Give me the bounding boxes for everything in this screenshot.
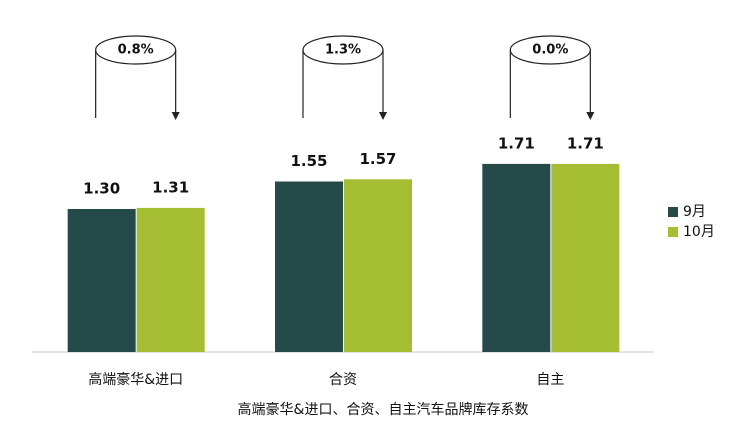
legend-label: 10月	[683, 224, 715, 240]
x-tick-label: 高端豪华&进口	[88, 371, 183, 388]
annotation-label: 1.3%	[325, 43, 361, 58]
x-axis-title: 高端豪华&进口、合资、自主汽车品牌库存系数	[238, 401, 529, 418]
annotation-arrowhead	[379, 112, 387, 120]
legend-swatch	[668, 207, 678, 217]
annotation-connector	[95, 50, 177, 118]
legend-label: 9月	[683, 204, 706, 220]
bar	[67, 209, 136, 352]
value-label: 1.57	[359, 150, 396, 168]
bar	[482, 163, 551, 352]
bar	[344, 179, 412, 352]
annotation-arrowhead	[171, 112, 180, 120]
value-label: 1.30	[83, 180, 120, 198]
annotation-connector	[302, 50, 384, 118]
annotation-label: 0.0%	[532, 43, 568, 58]
bar	[136, 207, 205, 352]
annotation-label: 0.8%	[118, 43, 154, 58]
x-tick-label: 自主	[536, 372, 564, 388]
bar	[551, 163, 620, 352]
value-label: 1.71	[567, 134, 604, 152]
value-label: 1.31	[152, 178, 189, 196]
annotation-connector	[509, 50, 591, 118]
value-label: 1.55	[290, 152, 327, 170]
value-label: 1.71	[498, 134, 535, 152]
annotation-arrowhead	[586, 112, 595, 120]
x-tick-label: 合资	[329, 372, 357, 388]
bar	[275, 181, 343, 352]
legend-swatch	[668, 227, 678, 237]
